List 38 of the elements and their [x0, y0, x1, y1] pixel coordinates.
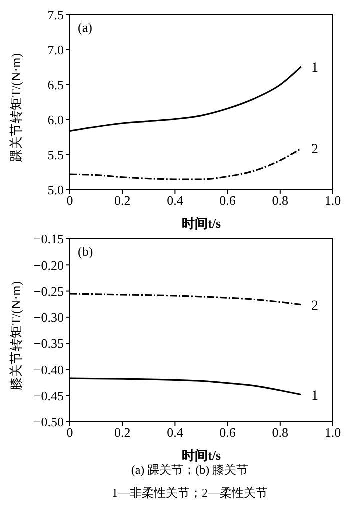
y-tick-label: 6.5	[48, 78, 64, 93]
x-tick-label: 0.2	[114, 425, 131, 440]
series-label: 2	[311, 298, 318, 314]
y-axis-title: 膝关节转矩T/(N·m)	[8, 281, 24, 390]
x-tick-label: 0.4	[167, 193, 184, 208]
y-tick-label: −0.45	[34, 388, 64, 404]
y-tick-label: 7.0	[48, 42, 64, 58]
x-tick-label: 0.4	[167, 425, 184, 440]
y-tick-label: 5.5	[48, 148, 64, 163]
y-tick-label: −0.30	[34, 310, 64, 326]
series-label: 1	[311, 60, 318, 76]
annotation: (b)	[78, 244, 94, 260]
y-tick-label: 7.5	[48, 8, 64, 23]
x-axis-title: 时间t/s	[182, 448, 221, 463]
y-tick-label: 6.0	[48, 112, 64, 128]
y-tick-label: −0.40	[34, 362, 64, 378]
x-tick-label: 0.8	[272, 193, 289, 208]
series-label: 1	[311, 388, 318, 404]
x-tick-label: 0.8	[272, 425, 289, 440]
text: (a) 踝关节；(b) 膝关节	[130, 462, 250, 479]
y-tick-label: −0.50	[34, 414, 64, 430]
y-axis-title: 踝关节转矩T/(N·m)	[8, 53, 24, 162]
y-tick-label: −0.35	[34, 336, 64, 352]
annotation: (a)	[78, 20, 92, 36]
x-tick-label: 1.0	[324, 425, 342, 440]
x-axis-title: 时间t/s	[182, 216, 221, 231]
y-tick-label: 5.0	[48, 182, 64, 198]
x-tick-label: 0	[66, 425, 74, 440]
y-tick-label: −0.20	[34, 258, 64, 273]
x-tick-label: 0.6	[220, 425, 236, 440]
y-tick-label: −0.15	[34, 232, 64, 247]
text: 1—非柔性关节；2—柔性关节	[111, 485, 269, 502]
series-label: 2	[311, 142, 318, 158]
y-tick-label: −0.25	[34, 284, 64, 299]
x-tick-label: 0.2	[114, 193, 131, 208]
x-tick-label: 0	[66, 193, 74, 208]
x-tick-label: 0.6	[220, 193, 236, 208]
x-tick-label: 1.0	[324, 193, 342, 208]
